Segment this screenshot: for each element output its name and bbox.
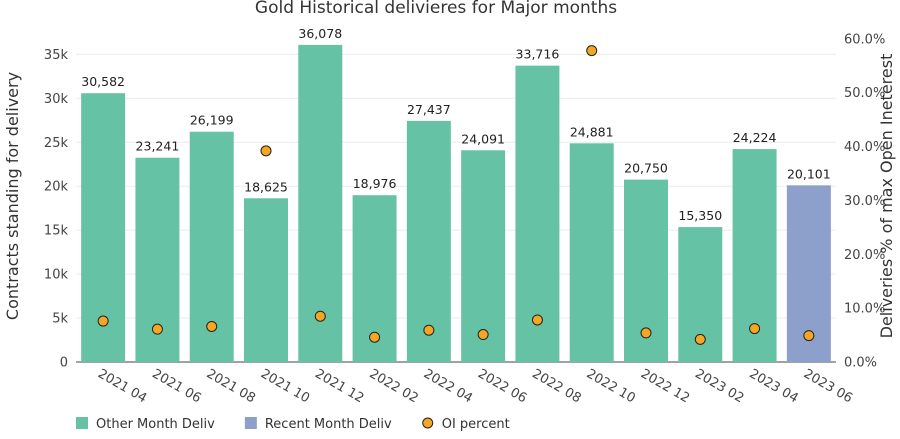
bars (81, 44, 831, 363)
y2-tick-label: 0.0% (844, 356, 877, 371)
x-tick-label: 2022 08 (529, 366, 583, 406)
legend-label: OI percent (442, 417, 510, 432)
y2-tick-label: 40.0% (844, 140, 885, 155)
x-tick-label: 2021 06 (149, 366, 203, 406)
bar-labels: 30,582 23,241 26,199 18,625 36,078 18,976 27,4… (81, 26, 830, 223)
oi-point (477, 329, 489, 341)
points (97, 45, 815, 345)
bar-data-label: 23,241 (136, 139, 180, 154)
x-tick-label: 2023 02 (692, 366, 746, 406)
bar-data-label: 24,224 (733, 130, 777, 145)
x-tick-label: 2022 04 (421, 366, 475, 406)
oi-point (314, 310, 326, 322)
x-tick-label: 2021 04 (95, 366, 149, 406)
oi-point (586, 45, 598, 57)
oi-point (749, 323, 761, 335)
y-tick-label: 30k (44, 92, 69, 107)
y-axis-right: 0.0% 10.0% 20.0% 30.0% 40.0% 50.0% 60.0% (844, 32, 885, 370)
bar-data-label: 18,976 (353, 176, 397, 191)
y2-tick-label: 60.0% (844, 32, 885, 47)
bar-data-label: 24,881 (570, 124, 614, 139)
y2-tick-label: 50.0% (844, 86, 885, 101)
y2-tick-label: 20.0% (844, 248, 885, 263)
y-tick-label: 0 (60, 356, 68, 371)
x-tick-label: 2022 12 (638, 366, 692, 406)
oi-point (97, 315, 109, 327)
legend-label: Other Month Deliv (96, 417, 215, 432)
x-tick-label: 2023 06 (801, 366, 855, 406)
x-tick-label: 2021 12 (312, 366, 366, 406)
x-tick-label: 2021 08 (204, 366, 258, 406)
bar-data-label: 15,350 (678, 208, 722, 223)
x-tick-label: 2021 10 (258, 366, 312, 406)
bar (515, 65, 560, 362)
legend-swatch (76, 417, 88, 429)
oi-point (260, 145, 272, 157)
bar-data-label: 24,091 (461, 131, 505, 146)
bar-data-label: 18,625 (244, 179, 288, 194)
bar-data-label: 20,101 (787, 166, 831, 181)
legend-label: Recent Month Deliv (265, 417, 392, 432)
y2-tick-label: 30.0% (844, 194, 885, 209)
y-tick-label: 35k (44, 48, 69, 63)
y-tick-label: 15k (44, 224, 69, 239)
bar-data-label: 33,716 (516, 47, 560, 62)
x-tick-label: 2022 06 (475, 366, 529, 406)
oi-point (640, 327, 652, 339)
y-tick-label: 10k (44, 268, 69, 283)
y-tick-label: 25k (44, 136, 69, 151)
y-tick-label: 20k (44, 180, 69, 195)
x-tick-label: 2022 10 (584, 366, 638, 406)
bar (406, 120, 451, 363)
oi-point (369, 331, 381, 343)
chart-title: Gold Historical delivieres for Major mon… (255, 0, 617, 18)
y2-tick-label: 10.0% (844, 302, 885, 317)
oi-point (694, 333, 706, 345)
x-tick-label: 2023 04 (747, 366, 801, 406)
legend-swatch (422, 417, 434, 429)
oi-point (531, 314, 543, 326)
bar-data-label: 26,199 (190, 113, 234, 128)
bar-data-label: 30,582 (81, 74, 125, 89)
legend: Other Month Deliv Recent Month Deliv OI pe… (76, 417, 510, 432)
oi-point (206, 320, 218, 332)
y-tick-label: 5k (52, 312, 68, 327)
y2-axis-title: Deliveries % of max Open Ineterest (877, 54, 896, 339)
legend-swatch (244, 417, 257, 429)
bar-data-label: 20,750 (624, 161, 668, 176)
oi-point (151, 323, 163, 335)
bar (244, 198, 288, 362)
y-axis-left: 0 5k 10k 15k 20k 25k 30k 35k (44, 48, 69, 371)
oi-point (803, 330, 815, 342)
bar (569, 143, 614, 362)
bar (298, 44, 343, 362)
y-axis-title: Contracts standing for delivery (3, 72, 22, 320)
bar (461, 150, 506, 362)
bar-data-label: 36,078 (298, 26, 342, 41)
bar-data-label: 27,437 (407, 102, 451, 117)
x-tick-label: 2022 02 (367, 366, 421, 406)
oi-point (423, 324, 435, 336)
x-axis: 2021 04 2021 06 2021 08 2021 10 2021 12 2022 … (95, 366, 855, 406)
